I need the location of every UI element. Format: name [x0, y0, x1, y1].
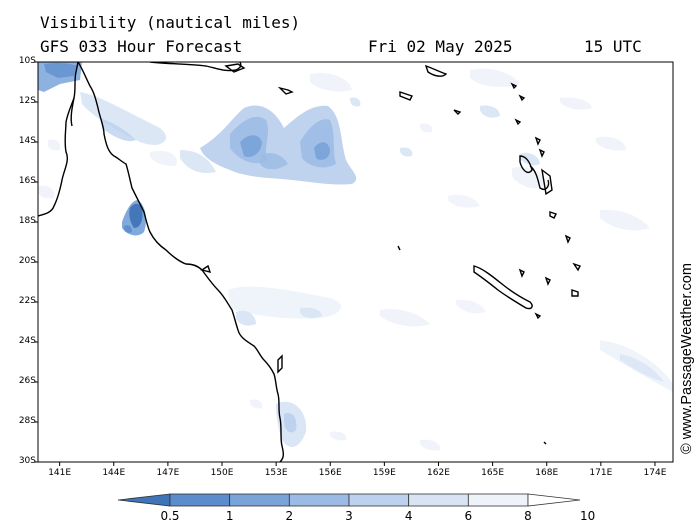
colorbar-segment: [117, 493, 171, 507]
colorbar-label: 8: [524, 509, 532, 523]
colorbar-label: 2: [285, 509, 294, 523]
credit-text: © www.PassageWeather.com: [679, 263, 695, 454]
louisiade-islands: [277, 86, 294, 95]
vanuatu-north-1: [534, 136, 541, 146]
png-coast: [149, 62, 242, 72]
lon-label: 168E: [535, 468, 559, 478]
colorbar-label: 6: [464, 509, 473, 523]
tanna: [564, 234, 571, 244]
lon-label: 150E: [210, 468, 234, 478]
norfolk-island: [543, 441, 547, 445]
png-east: [224, 63, 246, 73]
lat-label: 30S: [18, 456, 36, 466]
solomon-small-2: [518, 94, 526, 102]
lat-label: 12S: [18, 96, 36, 106]
lat-label: 22S: [18, 296, 36, 306]
guadalcanal: [424, 64, 448, 77]
solomon-small-1: [510, 82, 518, 90]
colorbar-segment: [527, 493, 581, 507]
colorbar-segment: [169, 493, 231, 507]
map-title: Visibility (nautical miles): [40, 13, 301, 32]
chesterfield: [397, 245, 401, 251]
colorbar-segment: [408, 493, 469, 507]
aneityum: [572, 262, 581, 272]
lon-label: 162E: [427, 468, 450, 478]
coastlines: [38, 62, 581, 462]
forecast-date: Fri 02 May 2025: [368, 37, 513, 56]
visibility-shading: [38, 62, 673, 451]
loyalty-islands: [518, 268, 525, 278]
rennell: [453, 109, 462, 115]
makira: [399, 91, 413, 101]
fraser-island: [277, 354, 283, 374]
lon-label: 156E: [318, 468, 342, 478]
credit-watermark: © www.PassageWeather.com: [679, 263, 695, 454]
colorbar-segment: [288, 493, 350, 507]
lon-label: 159E: [372, 468, 396, 478]
lat-label: 24S: [18, 336, 36, 346]
colorbar-label: 3: [345, 509, 353, 523]
colorbar-label: 10: [580, 509, 596, 523]
lon-label: 171E: [589, 468, 613, 478]
lon-label: 141E: [48, 468, 72, 478]
colorbar: [117, 493, 581, 507]
cape-york-inlet: [70, 97, 75, 127]
lon-label: 144E: [102, 468, 126, 478]
lon-label: 153E: [264, 468, 288, 478]
malekula: [529, 165, 550, 190]
santa-cruz: [514, 118, 522, 126]
vanuatu-north-2: [538, 148, 545, 158]
lat-label: 10S: [18, 56, 36, 66]
vanuatu-central: [541, 168, 553, 196]
lat-label: 16S: [18, 176, 36, 186]
forecast-time: 15 UTC: [584, 37, 642, 56]
colorbar-segment: [467, 493, 529, 507]
axis-ticks: [34, 61, 656, 466]
lon-label: 165E: [481, 468, 505, 478]
forecast-label: GFS 033 Hour Forecast: [40, 37, 243, 56]
lon-label: 147E: [156, 468, 180, 478]
mare: [571, 289, 579, 297]
colorbar-label: 4: [404, 509, 413, 523]
isle-of-pines: [534, 312, 542, 320]
efate: [549, 211, 557, 219]
new-caledonia: [473, 265, 533, 310]
colorbar-label: 1: [225, 509, 234, 523]
colorbar-segment: [348, 493, 410, 507]
espiritu-santo: [519, 155, 533, 174]
lifou: [544, 276, 551, 286]
colorbar-segment: [229, 493, 290, 507]
lat-label: 28S: [18, 416, 36, 426]
lat-label: 26S: [18, 376, 36, 386]
australia-coast: [38, 62, 285, 462]
lat-label: 20S: [18, 256, 36, 266]
lat-label: 18S: [18, 216, 36, 226]
lon-label: 174E: [643, 468, 667, 478]
whitsunday-islands: [200, 264, 212, 273]
colorbar-label: 0.5: [160, 509, 180, 523]
lat-label: 14S: [18, 136, 36, 146]
